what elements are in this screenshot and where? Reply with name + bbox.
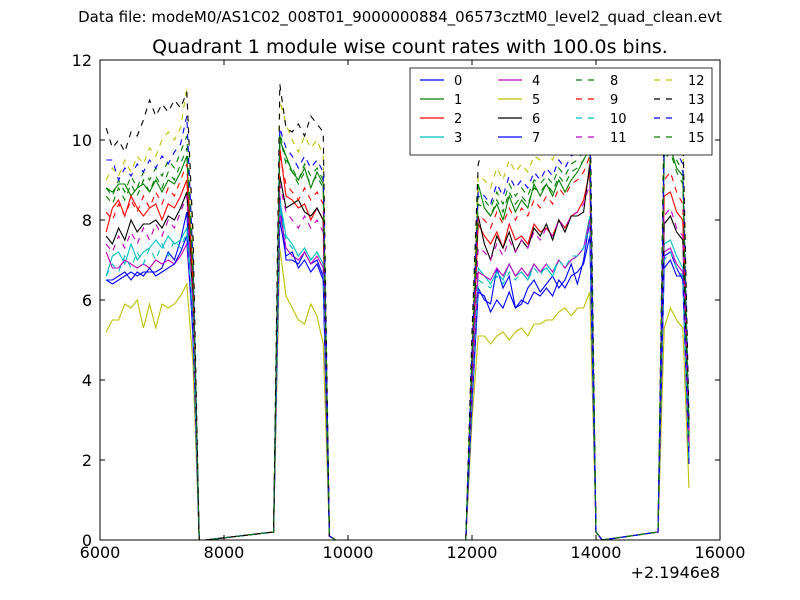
y-tick-label: 2: [82, 451, 92, 470]
figure-suptitle: Data file: modeM0/AS1C02_008T01_90000008…: [78, 8, 722, 26]
y-tick-label: 6: [82, 291, 92, 310]
x-tick-label: 10000: [323, 543, 374, 562]
legend-label-10: 10: [610, 112, 627, 127]
legend-label-12: 12: [688, 74, 705, 89]
y-tick-label: 8: [82, 211, 92, 230]
legend-label-11: 11: [610, 131, 627, 146]
legend-label-1: 1: [454, 93, 462, 108]
y-tick-label: 0: [82, 531, 92, 550]
series-line-4: [105, 211, 690, 540]
series-line-6: [105, 163, 690, 540]
legend-label-14: 14: [688, 112, 705, 127]
legend-label-15: 15: [688, 131, 705, 146]
y-tick-label: 10: [72, 131, 92, 150]
x-tick-label: 16000: [695, 543, 746, 562]
x-offset-label: +2.1946e8: [631, 563, 720, 582]
legend-label-9: 9: [610, 93, 618, 108]
legend-label-3: 3: [454, 131, 462, 146]
x-tick-label: 12000: [447, 543, 498, 562]
series-line-10: [105, 207, 690, 540]
legend-label-6: 6: [532, 112, 540, 127]
series-line-5: [105, 247, 690, 540]
legend-label-5: 5: [532, 93, 540, 108]
x-tick-label: 8000: [204, 543, 245, 562]
legend-label-7: 7: [532, 131, 540, 146]
x-tick-label: 6000: [80, 543, 121, 562]
x-tick-label: 14000: [571, 543, 622, 562]
legend-label-8: 8: [610, 74, 618, 89]
y-tick-label: 4: [82, 371, 92, 390]
chart-title: Quadrant 1 module wise count rates with …: [152, 36, 668, 58]
legend-label-0: 0: [454, 74, 462, 89]
legend-label-13: 13: [688, 93, 705, 108]
series-line-7: [106, 219, 690, 540]
series-line-1: [105, 139, 690, 540]
legend-box: [409, 67, 713, 156]
legend-label-4: 4: [532, 74, 540, 89]
legend-label-2: 2: [454, 112, 462, 127]
series-line-15: [105, 135, 690, 540]
series-line-2: [105, 147, 690, 540]
y-tick-label: 12: [72, 51, 92, 70]
